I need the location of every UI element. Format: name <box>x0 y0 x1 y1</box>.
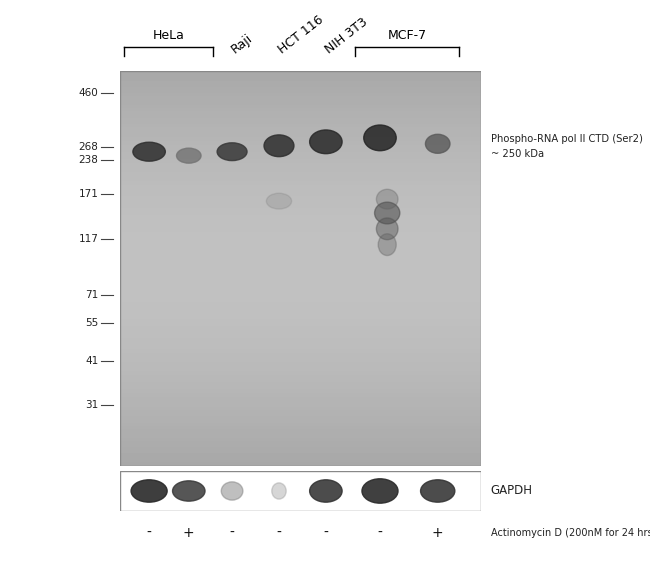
Text: -: - <box>147 526 151 540</box>
Text: 171: 171 <box>79 189 99 199</box>
Text: GAPDH: GAPDH <box>491 484 533 498</box>
Text: -: - <box>324 526 328 540</box>
Ellipse shape <box>133 142 165 161</box>
Ellipse shape <box>177 148 201 163</box>
Text: 268: 268 <box>79 142 99 151</box>
Text: ~ 250 kDa: ~ 250 kDa <box>491 149 544 159</box>
Ellipse shape <box>374 202 400 224</box>
Text: -: - <box>229 526 235 540</box>
Text: HCT 116: HCT 116 <box>276 14 326 57</box>
Text: 31: 31 <box>85 400 99 410</box>
Text: NIH 3T3: NIH 3T3 <box>322 16 370 57</box>
Text: 117: 117 <box>79 234 99 244</box>
Text: -: - <box>276 526 281 540</box>
Text: Actinomycin D (200nM for 24 hrs): Actinomycin D (200nM for 24 hrs) <box>491 528 650 538</box>
Text: 460: 460 <box>79 88 99 98</box>
Ellipse shape <box>362 479 398 503</box>
Ellipse shape <box>364 125 396 151</box>
Text: Phospho-RNA pol II CTD (Ser2): Phospho-RNA pol II CTD (Ser2) <box>491 134 643 144</box>
Text: 55: 55 <box>85 318 99 328</box>
Ellipse shape <box>272 483 286 499</box>
Ellipse shape <box>426 134 450 153</box>
Ellipse shape <box>172 481 205 501</box>
Ellipse shape <box>309 480 342 502</box>
Text: 41: 41 <box>85 355 99 366</box>
Ellipse shape <box>376 189 398 209</box>
Ellipse shape <box>221 482 243 500</box>
Ellipse shape <box>309 130 342 154</box>
Text: +: + <box>183 526 194 540</box>
Ellipse shape <box>264 135 294 157</box>
Ellipse shape <box>217 143 247 160</box>
Text: MCF-7: MCF-7 <box>387 29 426 42</box>
Text: Raji: Raji <box>229 32 255 56</box>
Ellipse shape <box>378 234 396 255</box>
Text: 71: 71 <box>85 290 99 300</box>
Ellipse shape <box>266 193 292 209</box>
Text: 238: 238 <box>79 155 99 164</box>
Text: +: + <box>432 526 443 540</box>
Text: -: - <box>378 526 382 540</box>
Ellipse shape <box>421 480 455 502</box>
Ellipse shape <box>131 480 167 502</box>
Text: HeLa: HeLa <box>153 29 185 42</box>
Ellipse shape <box>376 218 398 240</box>
